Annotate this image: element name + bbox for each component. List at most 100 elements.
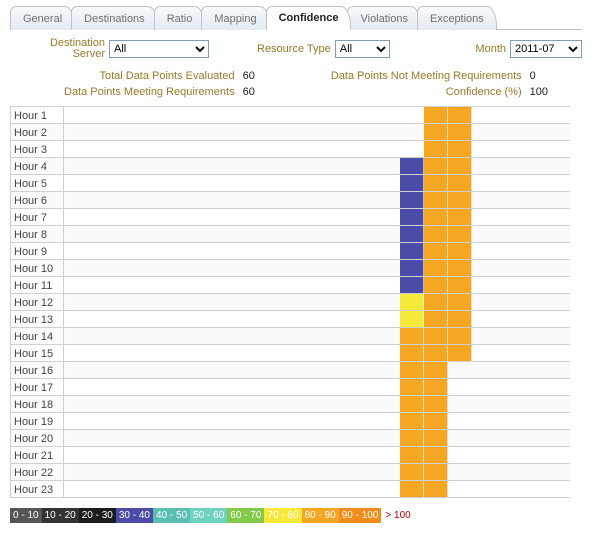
legend-swatch: 90 - 100 xyxy=(339,508,382,523)
grid-cell xyxy=(64,192,88,208)
grid-cell xyxy=(352,209,376,225)
grid-cell xyxy=(208,107,232,123)
row-bars xyxy=(64,447,570,463)
hour-grid: Hour 1Hour 2Hour 3Hour 4Hour 5Hour 6Hour… xyxy=(10,106,570,498)
grid-cell xyxy=(280,175,304,191)
grid-cell xyxy=(328,362,352,378)
row-bars xyxy=(64,362,570,378)
table-row: Hour 13 xyxy=(10,311,570,328)
grid-cell xyxy=(184,311,208,327)
grid-cell xyxy=(184,379,208,395)
grid-cell xyxy=(208,379,232,395)
grid-cell xyxy=(160,447,184,463)
grid-cell xyxy=(472,226,496,242)
tab-general[interactable]: General xyxy=(10,6,75,30)
grid-cell xyxy=(472,124,496,140)
stat-notmeeting-label: Data Points Not Meeting Requirements xyxy=(297,70,522,82)
grid-cell xyxy=(424,192,448,208)
hour-label: Hour 14 xyxy=(10,328,64,344)
grid-cell xyxy=(136,362,160,378)
table-row: Hour 5 xyxy=(10,175,570,192)
grid-cell xyxy=(376,311,400,327)
grid-cell xyxy=(88,243,112,259)
grid-cell xyxy=(208,481,232,497)
grid-cell xyxy=(256,226,280,242)
grid-cell xyxy=(376,362,400,378)
grid-cell xyxy=(424,141,448,157)
row-bars xyxy=(64,294,570,310)
grid-cell xyxy=(424,379,448,395)
grid-cell xyxy=(304,413,328,429)
grid-cell xyxy=(424,447,448,463)
grid-cell xyxy=(520,107,544,123)
grid-cell xyxy=(544,430,568,446)
grid-cell xyxy=(112,345,136,361)
tab-ratio[interactable]: Ratio xyxy=(154,6,206,30)
grid-cell xyxy=(472,362,496,378)
grid-cell xyxy=(208,294,232,310)
grid-cell xyxy=(424,209,448,225)
grid-cell xyxy=(280,294,304,310)
grid-cell xyxy=(544,311,568,327)
grid-cell xyxy=(112,175,136,191)
grid-cell xyxy=(304,345,328,361)
grid-cell xyxy=(280,328,304,344)
grid-cell xyxy=(352,481,376,497)
grid-cell xyxy=(448,124,472,140)
grid-cell xyxy=(184,413,208,429)
grid-cell xyxy=(520,294,544,310)
grid-cell xyxy=(208,175,232,191)
grid-cell xyxy=(64,277,88,293)
grid-cell xyxy=(256,345,280,361)
grid-cell xyxy=(304,209,328,225)
resource-type-select[interactable]: All xyxy=(335,40,390,58)
grid-cell xyxy=(88,260,112,276)
tab-exceptions[interactable]: Exceptions xyxy=(417,6,497,30)
grid-cell xyxy=(448,379,472,395)
grid-cell xyxy=(328,277,352,293)
grid-cell xyxy=(280,447,304,463)
table-row: Hour 23 xyxy=(10,481,570,498)
grid-cell xyxy=(520,464,544,480)
dest-server-select[interactable]: All xyxy=(109,40,209,58)
grid-cell xyxy=(232,141,256,157)
tab-mapping[interactable]: Mapping xyxy=(201,6,269,30)
grid-cell xyxy=(448,107,472,123)
grid-cell xyxy=(328,243,352,259)
grid-cell xyxy=(88,209,112,225)
grid-cell xyxy=(112,107,136,123)
grid-cell xyxy=(472,294,496,310)
grid-cell xyxy=(400,107,424,123)
grid-cell xyxy=(520,345,544,361)
tab-destinations[interactable]: Destinations xyxy=(71,6,158,30)
grid-cell xyxy=(64,243,88,259)
grid-cell xyxy=(256,141,280,157)
grid-cell xyxy=(400,277,424,293)
grid-cell xyxy=(160,226,184,242)
grid-cell xyxy=(136,277,160,293)
grid-cell xyxy=(112,277,136,293)
grid-cell xyxy=(544,447,568,463)
tab-confidence[interactable]: Confidence xyxy=(266,6,352,30)
grid-cell xyxy=(520,141,544,157)
row-bars xyxy=(64,141,570,157)
grid-cell xyxy=(256,175,280,191)
grid-cell xyxy=(328,413,352,429)
grid-cell xyxy=(424,481,448,497)
grid-cell xyxy=(448,345,472,361)
grid-cell xyxy=(136,124,160,140)
grid-cell xyxy=(496,447,520,463)
tab-violations[interactable]: Violations xyxy=(347,6,421,30)
grid-cell xyxy=(472,260,496,276)
stat-confidence-label: Confidence (%) xyxy=(297,86,522,98)
grid-cell xyxy=(280,413,304,429)
month-select[interactable]: 2011-07 xyxy=(510,40,582,58)
grid-cell xyxy=(280,464,304,480)
hour-label: Hour 22 xyxy=(10,464,64,480)
grid-cell xyxy=(304,158,328,174)
grid-cell xyxy=(304,192,328,208)
grid-cell xyxy=(88,464,112,480)
hour-label: Hour 16 xyxy=(10,362,64,378)
hour-label: Hour 18 xyxy=(10,396,64,412)
grid-cell xyxy=(160,481,184,497)
